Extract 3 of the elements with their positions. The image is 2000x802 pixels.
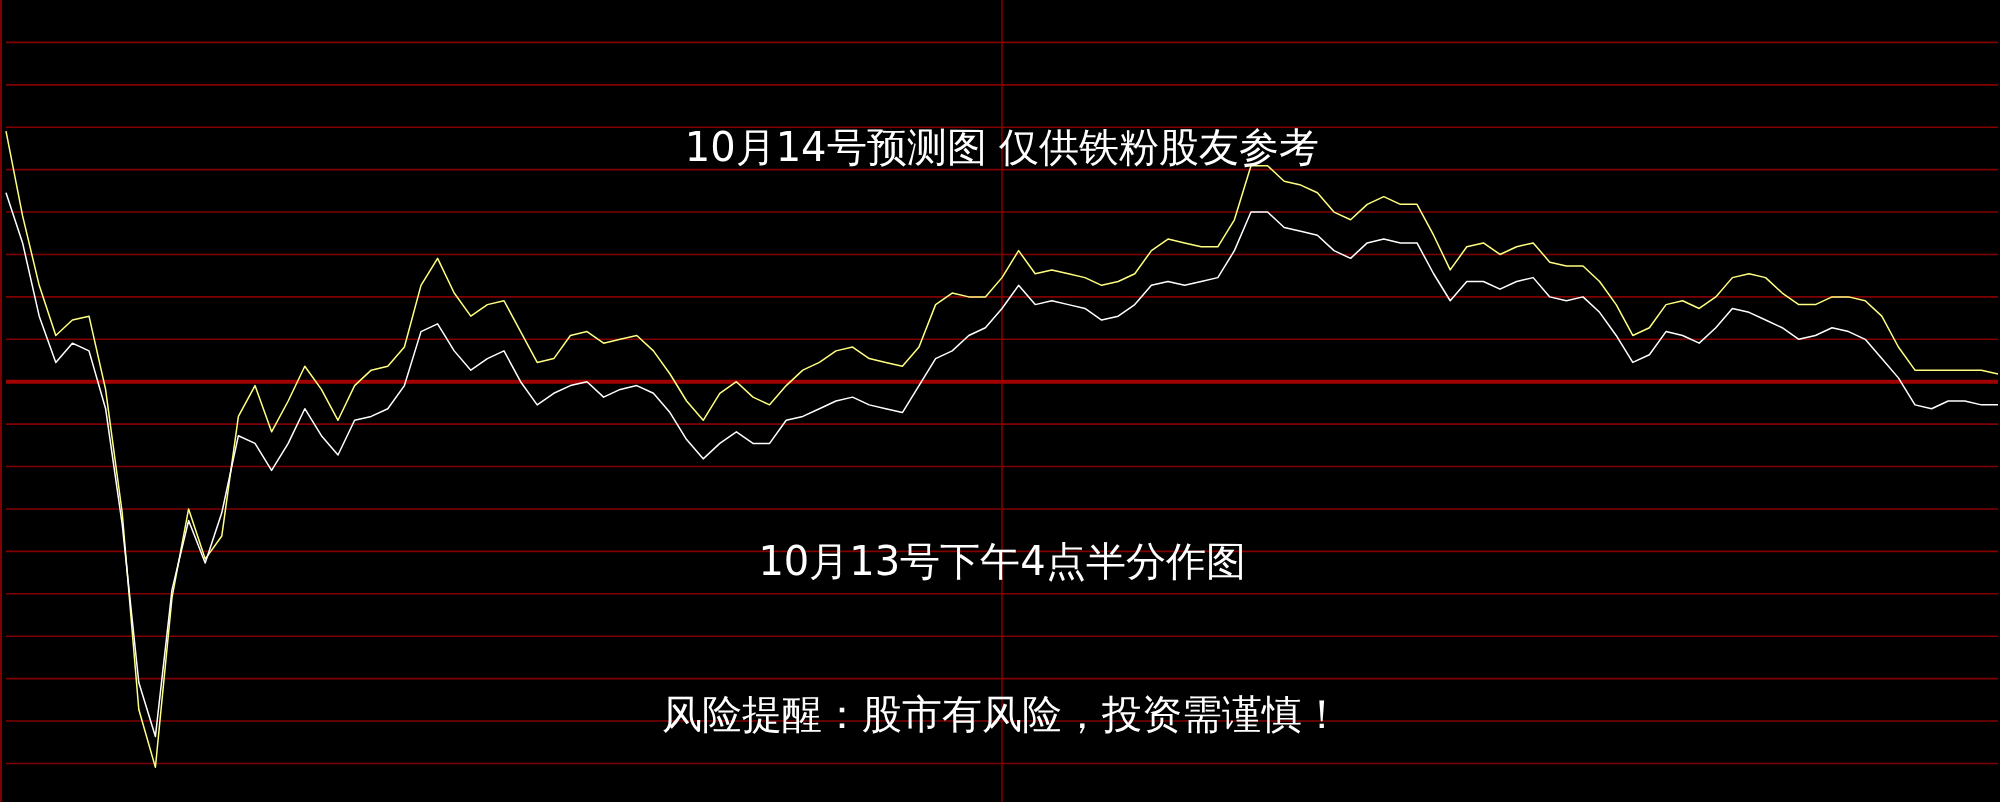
annotation: 10月13号下午4点半分作图 xyxy=(757,537,1247,586)
chart-title: 10月14号预测图 仅供铁粉股友参考 xyxy=(683,122,1321,171)
annotation: 风险提醒：股市有风险，投资需谨慎！ xyxy=(661,689,1343,738)
